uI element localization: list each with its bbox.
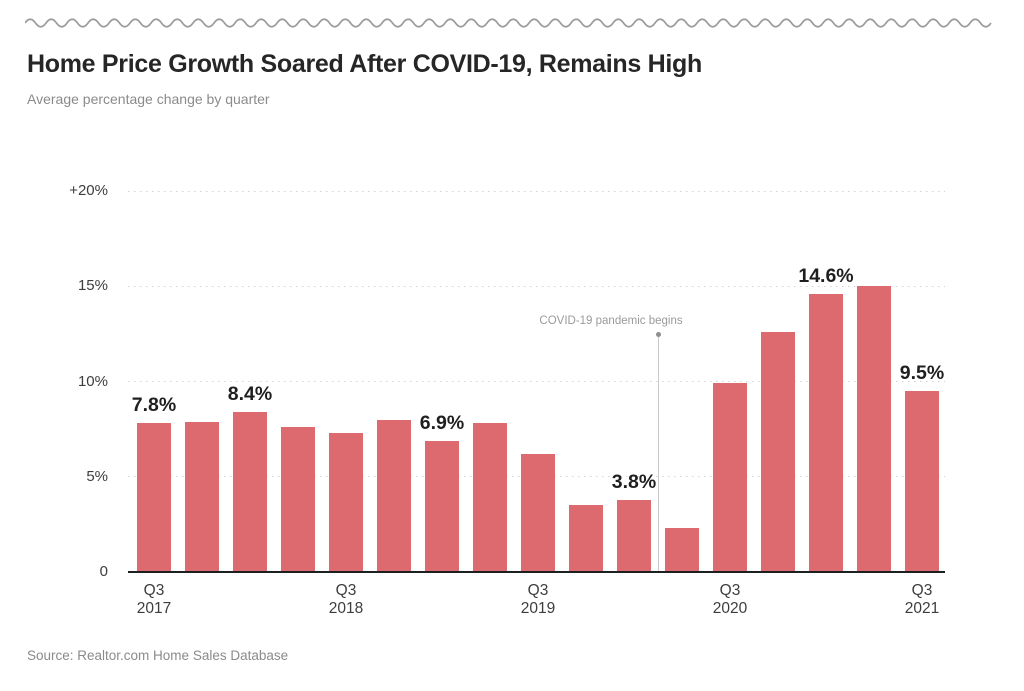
gridline-20 <box>128 190 945 192</box>
x-tick-quarter: Q3 <box>911 582 933 599</box>
x-tick-quarter: Q3 <box>335 582 357 599</box>
bar-q3-2020 <box>713 383 747 572</box>
y-axis-tick-label: 10% <box>77 372 108 390</box>
x-tick-quarter: Q3 <box>143 582 165 599</box>
gridline-10 <box>128 381 945 382</box>
bar-q4-2017 <box>185 421 219 572</box>
bar-value-label: 7.8% <box>131 394 177 417</box>
covid-annotation-line <box>658 335 659 572</box>
x-axis-tick-label: Q3 2017 <box>109 582 199 618</box>
bar-q1-2020 <box>617 499 651 572</box>
x-axis-tick-label: Q3 2018 <box>301 582 391 618</box>
bar-value-label: 9.5% <box>899 362 945 385</box>
x-tick-year: 2019 <box>520 600 556 617</box>
bar-q4-2020 <box>761 331 795 572</box>
bar-q2-2021 <box>857 286 891 572</box>
y-axis-tick-label: 0 <box>99 563 108 580</box>
x-tick-year: 2018 <box>328 600 364 617</box>
chart-subtitle: Average percentage change by quarter <box>27 91 270 107</box>
bar-q3-2021 <box>905 391 939 572</box>
x-axis-tick-label: Q3 2019 <box>493 582 583 618</box>
bar-value-label: 6.9% <box>419 411 465 434</box>
bar-q2-2018 <box>281 427 315 572</box>
bar-value-label: 8.4% <box>227 382 273 405</box>
bar-q1-2019 <box>425 440 459 572</box>
bar-value-label: 14.6% <box>798 264 854 287</box>
x-tick-quarter: Q3 <box>719 582 741 599</box>
bar-q3-2017 <box>137 423 171 572</box>
bar-q4-2018 <box>377 419 411 572</box>
x-axis-line <box>128 571 945 573</box>
y-axis-tick-label: +20% <box>69 182 108 199</box>
x-tick-quarter: Q3 <box>527 582 549 599</box>
x-tick-year: 2020 <box>712 600 748 617</box>
covid-annotation-dot <box>656 331 661 337</box>
bar-q2-2020 <box>665 528 699 572</box>
bar-q3-2018 <box>329 432 363 572</box>
torn-edge-decoration <box>25 18 992 28</box>
bar-q4-2019 <box>569 505 603 572</box>
page-title: Home Price Growth Soared After COVID-19,… <box>27 50 702 78</box>
bar-q2-2019 <box>473 423 507 572</box>
x-axis-tick-label: Q3 2021 <box>877 582 967 618</box>
bar-q3-2019 <box>521 453 555 572</box>
x-axis-tick-label: Q3 2020 <box>685 582 775 618</box>
bar-value-label: 3.8% <box>611 470 657 493</box>
x-tick-year: 2021 <box>904 600 940 617</box>
source-note: Source: Realtor.com Home Sales Database <box>27 648 289 663</box>
y-axis-tick-label: 5% <box>86 467 108 485</box>
y-axis-tick-label: 15% <box>77 277 108 295</box>
bar-q1-2018 <box>233 411 267 572</box>
x-tick-year: 2017 <box>136 600 172 617</box>
gridline-15 <box>128 285 945 287</box>
covid-annotation-label: COVID-19 pandemic begins <box>539 314 683 327</box>
bar-q1-2021 <box>809 293 843 572</box>
